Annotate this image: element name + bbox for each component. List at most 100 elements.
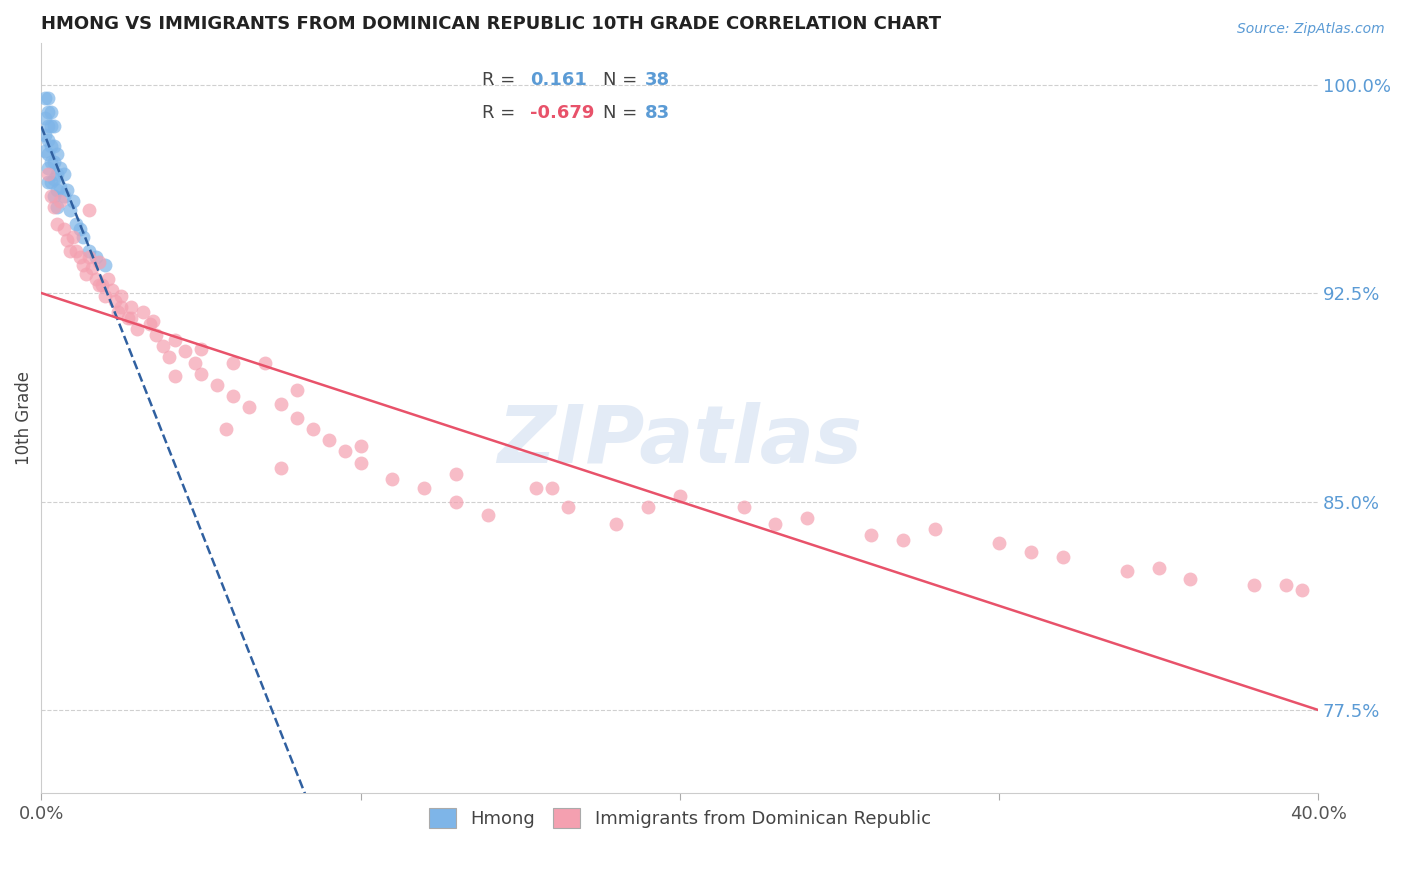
Point — [142, 314, 165, 328]
Point — [110, 300, 132, 314]
Point — [120, 300, 142, 314]
Point — [541, 481, 564, 495]
Point — [120, 311, 142, 326]
Point — [381, 472, 404, 486]
Point — [333, 444, 356, 458]
Point — [165, 369, 187, 384]
Point — [84, 272, 107, 286]
Point — [49, 161, 72, 175]
Text: ZIPatlas: ZIPatlas — [498, 401, 862, 480]
Point — [222, 389, 245, 403]
Point — [59, 244, 82, 259]
Point — [1147, 561, 1170, 575]
Point — [69, 250, 91, 264]
Point — [77, 202, 100, 217]
Text: HMONG VS IMMIGRANTS FROM DOMINICAN REPUBLIC 10TH GRADE CORRELATION CHART: HMONG VS IMMIGRANTS FROM DOMINICAN REPUB… — [41, 15, 942, 33]
Point — [42, 172, 65, 186]
Point — [270, 397, 292, 411]
Point — [190, 367, 212, 381]
Point — [165, 333, 187, 347]
Text: 83: 83 — [645, 104, 671, 122]
Point — [42, 200, 65, 214]
Point — [733, 500, 755, 514]
Point — [37, 161, 59, 175]
Point — [107, 305, 129, 319]
Point — [860, 528, 883, 542]
Point — [349, 439, 371, 453]
Point — [39, 105, 62, 120]
Point — [39, 175, 62, 189]
Point — [104, 294, 127, 309]
Point — [34, 91, 56, 105]
Point — [39, 188, 62, 202]
Text: Source: ZipAtlas.com: Source: ZipAtlas.com — [1237, 22, 1385, 37]
Point — [59, 202, 82, 217]
Point — [1243, 578, 1265, 592]
Point — [891, 533, 914, 548]
Point — [69, 222, 91, 236]
Point — [42, 120, 65, 134]
Y-axis label: 10th Grade: 10th Grade — [15, 371, 32, 465]
Point — [100, 283, 122, 297]
Text: N =: N = — [603, 104, 637, 122]
Point — [94, 289, 117, 303]
Text: R =: R = — [482, 70, 515, 88]
Point — [139, 317, 162, 331]
Point — [157, 350, 180, 364]
Point — [446, 467, 468, 481]
Point — [65, 244, 87, 259]
Point — [285, 411, 308, 425]
Point — [37, 120, 59, 134]
Point — [1052, 550, 1074, 565]
Point — [301, 422, 323, 436]
Point — [37, 133, 59, 147]
Point — [42, 188, 65, 202]
Point — [37, 147, 59, 161]
Point — [39, 155, 62, 169]
Point — [34, 145, 56, 159]
Point — [253, 355, 276, 369]
Point — [117, 311, 139, 326]
Point — [183, 355, 205, 369]
Point — [65, 217, 87, 231]
Point — [46, 200, 69, 214]
Point — [145, 327, 167, 342]
Point — [94, 258, 117, 272]
Point — [42, 138, 65, 153]
Point — [87, 277, 110, 292]
Point — [34, 128, 56, 142]
Point — [62, 194, 84, 209]
Legend: Hmong, Immigrants from Dominican Republic: Hmong, Immigrants from Dominican Republi… — [420, 799, 939, 837]
Point — [796, 511, 818, 525]
Point — [668, 489, 690, 503]
Point — [318, 434, 340, 448]
Point — [413, 481, 436, 495]
Point — [46, 147, 69, 161]
Point — [52, 222, 75, 236]
Point — [349, 456, 371, 470]
Point — [42, 155, 65, 169]
Point — [765, 516, 787, 531]
Point — [49, 180, 72, 194]
Point — [52, 188, 75, 202]
Point — [987, 536, 1010, 550]
Text: 0.161: 0.161 — [530, 70, 588, 88]
Text: -0.679: -0.679 — [530, 104, 595, 122]
Point — [285, 384, 308, 398]
Point — [46, 167, 69, 181]
Point — [84, 250, 107, 264]
Point — [132, 305, 155, 319]
Point — [39, 138, 62, 153]
Point — [1180, 572, 1202, 586]
Point — [524, 481, 547, 495]
Point — [205, 377, 228, 392]
Text: N =: N = — [603, 70, 637, 88]
Point — [34, 111, 56, 125]
Point — [37, 175, 59, 189]
Point — [56, 233, 79, 247]
Point — [446, 494, 468, 508]
Point — [97, 272, 120, 286]
Point — [37, 91, 59, 105]
Point — [222, 355, 245, 369]
Point — [62, 230, 84, 244]
